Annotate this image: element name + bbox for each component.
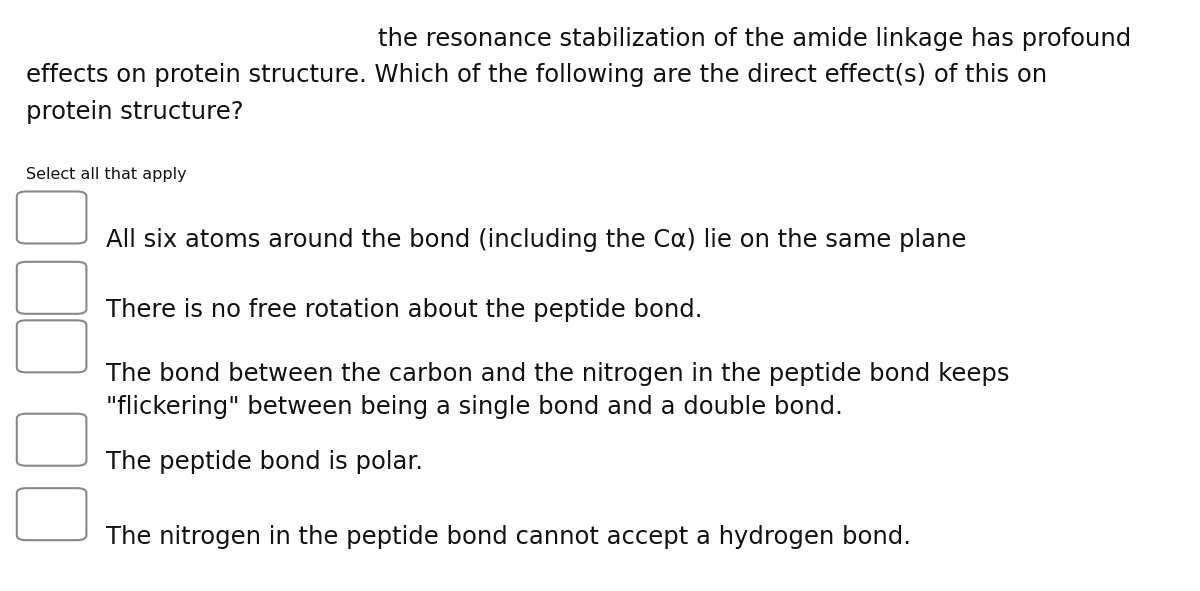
- Text: the resonance stabilization of the amide linkage has profound: the resonance stabilization of the amide…: [378, 27, 1132, 51]
- Text: protein structure?: protein structure?: [26, 100, 244, 124]
- Text: There is no free rotation about the peptide bond.: There is no free rotation about the pept…: [106, 298, 702, 323]
- Text: Select all that apply: Select all that apply: [26, 167, 187, 181]
- Text: All six atoms around the bond (including the Cα) lie on the same plane: All six atoms around the bond (including…: [106, 228, 966, 252]
- Text: effects on protein structure. Which of the following are the direct effect(s) of: effects on protein structure. Which of t…: [26, 63, 1048, 87]
- Text: The peptide bond is polar.: The peptide bond is polar.: [106, 450, 422, 475]
- Text: The bond between the carbon and the nitrogen in the peptide bond keeps
"flickeri: The bond between the carbon and the nitr…: [106, 362, 1009, 419]
- Text: The nitrogen in the peptide bond cannot accept a hydrogen bond.: The nitrogen in the peptide bond cannot …: [106, 525, 911, 549]
